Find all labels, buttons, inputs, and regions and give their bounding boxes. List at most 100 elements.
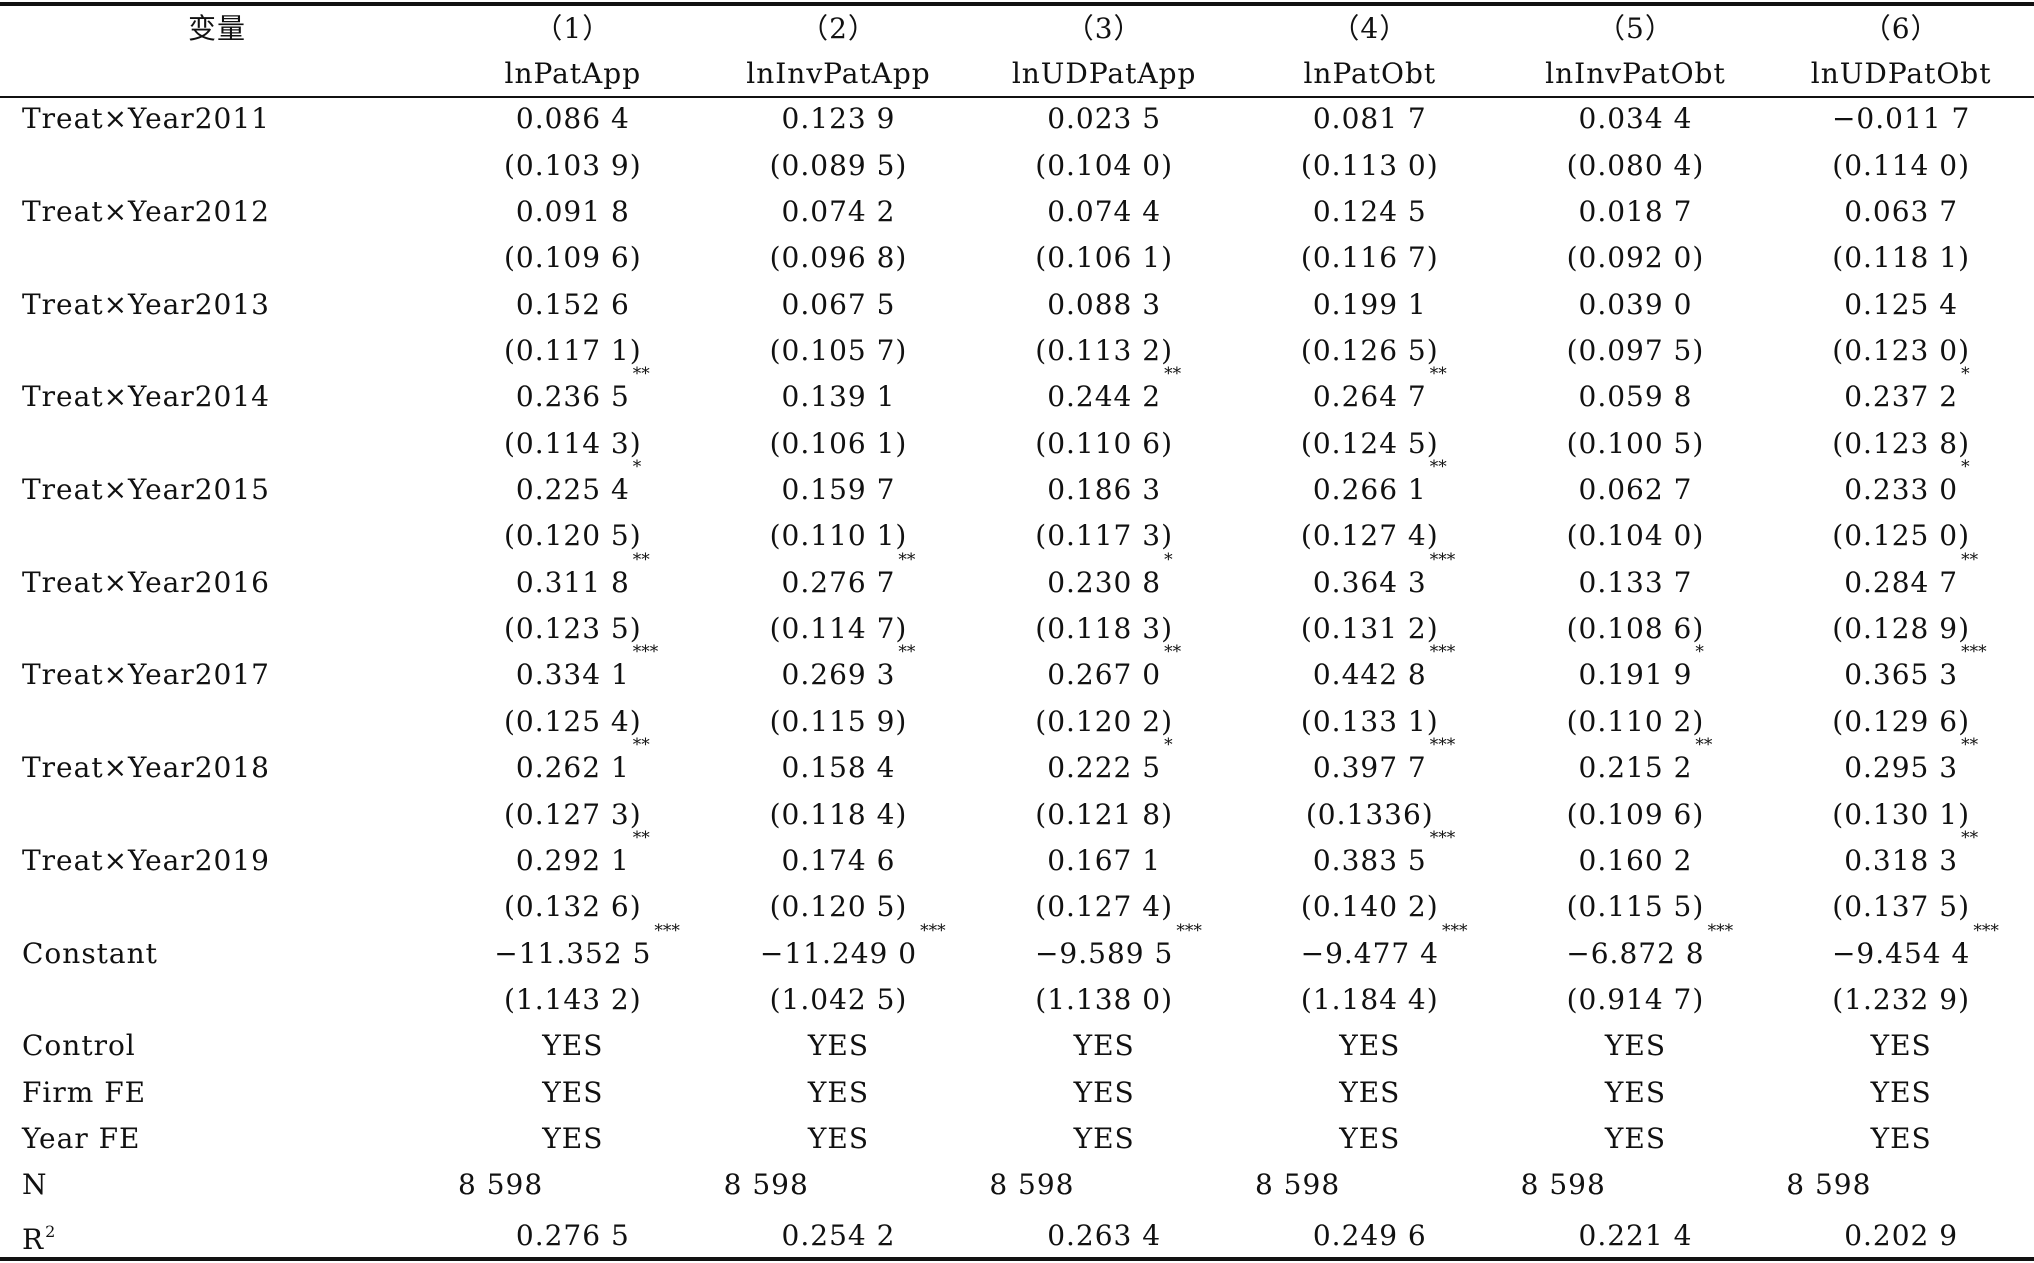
coefficient-value: 0.199 1 [1312, 287, 1427, 321]
significance-stars: * [1695, 642, 1704, 663]
observations-row: N 8 598 8 598 8 598 8 598 8 598 8 598 [0, 1162, 2034, 1208]
column-name: lnPatApp [504, 57, 642, 90]
control-value: YES [1339, 1122, 1401, 1156]
control-value: YES [1870, 1029, 1932, 1063]
coefficient-value: 0.215 2 ** [1578, 735, 1713, 785]
coefficient-row: Treat×Year2018 0.262 1 ** 0.158 4 0.222 5 * 0.… [0, 735, 2034, 791]
standard-error-cell: (1.042 5) [769, 983, 908, 1016]
control-value: YES [1073, 1075, 1135, 1109]
coefficient-cell: 0.125 4 [1768, 281, 2034, 327]
coefficient-cell: 0.039 0 [1503, 281, 1769, 327]
empty-label-cell [0, 421, 440, 467]
column-number: （4） [1331, 12, 1409, 45]
significance-stars: ** [632, 735, 650, 756]
coefficient-value: 0.167 1 [1047, 843, 1162, 877]
significance-stars: * [1164, 549, 1173, 570]
empty-header-cell [0, 51, 440, 96]
coefficient-cell: 0.215 2 ** [1503, 735, 1769, 791]
coefficient-value: 0.059 8 [1578, 380, 1693, 414]
column-number: （2） [800, 12, 877, 45]
table-top-rule [0, 2, 2034, 6]
coefficient-value: 0.236 5 ** [515, 364, 650, 414]
coefficient-value: 0.233 0 * [1844, 457, 1970, 507]
coefficient-value: 0.222 5 * [1047, 735, 1173, 785]
observations-value: 8 598 [723, 1168, 809, 1202]
control-value: YES [1339, 1029, 1401, 1063]
standard-error-cell: (0.105 7) [769, 333, 908, 367]
standard-error-cell: (0.118 3) [1035, 612, 1173, 646]
empty-label-cell [0, 791, 440, 837]
standard-error-cell: (0.110 2) [1566, 704, 1705, 738]
standard-error-cell: (0.114 3) [503, 426, 642, 460]
coefficient-cell: 0.237 2 * [1768, 364, 2034, 420]
coefficient-cell: 0.442 8 *** [1237, 644, 1503, 698]
coefficient-value: 0.365 3 *** [1844, 642, 1987, 692]
coefficient-value: 0.191 9 * [1578, 642, 1704, 692]
significance-stars: * [632, 457, 642, 478]
control-value: YES [1604, 1075, 1666, 1109]
standard-error-row: (0.123 5) (0.114 7) (0.118 3) (0.131 2) (0.1… [0, 606, 2034, 652]
standard-error-cell: (0.125 4) [503, 704, 642, 738]
standard-error-cell: (0.121 8) [1035, 797, 1173, 831]
r-squared-value: 0.263 4 [1047, 1218, 1162, 1252]
coefficient-row: Treat×Year2017 0.334 1 *** 0.269 3 ** 0.267 0… [0, 642, 2034, 698]
coefficient-value: 0.074 2 [781, 194, 896, 228]
standard-error-cell: (0.126 5) [1300, 333, 1439, 367]
coefficient-cell: 0.365 3 *** [1768, 642, 2034, 698]
standard-error-cell: (0.140 2) [1300, 890, 1439, 924]
significance-stars: ** [632, 364, 650, 385]
coefficient-cell: 0.397 7 *** [1237, 737, 1503, 791]
r-squared-value: 0.254 2 [781, 1218, 896, 1252]
coefficient-value: 0.292 1 ** [515, 827, 650, 877]
coefficient-cell: 0.139 1 [706, 374, 972, 420]
significance-stars: *** [654, 920, 680, 941]
standard-error-cell: (0.109 6) [503, 241, 642, 275]
coefficient-value: 0.174 6 [781, 843, 896, 877]
row-label: Constant [22, 936, 158, 970]
significance-stars: *** [1429, 735, 1456, 756]
standard-error-cell: (0.127 4) [1300, 519, 1439, 553]
column-number: （5） [1597, 12, 1674, 45]
coefficient-cell: 0.230 8 * [971, 551, 1237, 606]
control-value: YES [807, 1029, 870, 1063]
regression-table: 变量 （1） （2） （3） （4） （5） （6） lnPatApp lnIn… [0, 6, 2034, 1263]
coefficient-value: −0.011 7 [1831, 102, 1971, 136]
coefficient-cell: 0.034 4 [1503, 96, 1769, 142]
standard-error-cell: (0.117 1) [503, 333, 642, 367]
superscript: 2 [45, 1221, 57, 1241]
standard-error-cell: (0.106 1) [769, 426, 908, 460]
coefficient-cell: 0.233 0 * [1768, 457, 2034, 513]
significance-stars: *** [1973, 920, 1999, 941]
row-label: Control [22, 1029, 136, 1063]
empty-label-cell [0, 328, 440, 374]
coefficient-cell: 0.123 9 [706, 96, 972, 142]
coefficient-value: 0.276 7 ** [781, 549, 916, 599]
significance-stars: ** [1961, 549, 1979, 570]
coefficient-value: 0.225 4 * [515, 457, 642, 507]
control-value: YES [1870, 1122, 1932, 1156]
row-label: Treat×Year2011 [22, 102, 270, 136]
coefficient-cell: 0.244 2 ** [971, 366, 1237, 420]
coefficient-value: 0.039 0 [1578, 287, 1693, 321]
significance-stars: *** [1429, 827, 1456, 848]
significance-stars: ** [632, 827, 650, 848]
row-label: N [22, 1168, 48, 1202]
standard-error-cell: (0.132 6) [503, 890, 642, 924]
coefficient-cell: −9.477 4 *** [1237, 922, 1503, 976]
standard-error-row: (0.117 1) (0.105 7) (0.113 2) (0.126 5) (0.0… [0, 328, 2034, 374]
standard-error-cell: (0.109 6) [1566, 797, 1705, 831]
coefficient-value: 0.237 2 * [1844, 364, 1970, 414]
coefficient-value: 0.311 8 ** [515, 549, 650, 599]
control-value: YES [1073, 1029, 1135, 1063]
column-name: lnUDPatApp [1011, 57, 1197, 90]
significance-stars: *** [1707, 920, 1734, 941]
control-row: Control YES YES YES YES YES YES [0, 1023, 2034, 1069]
standard-error-cell: (0.125 0) [1832, 519, 1970, 553]
standard-error-cell: (0.115 5) [1566, 890, 1705, 924]
row-label: Firm FE [22, 1075, 147, 1109]
significance-stars: *** [920, 920, 946, 941]
standard-error-row: (0.120 5) (0.110 1) (0.117 3) (0.127 4) (0.1… [0, 513, 2034, 559]
coefficient-value: 0.067 5 [781, 287, 896, 321]
significance-stars: ** [632, 549, 650, 570]
standard-error-cell: (0.092 0) [1566, 241, 1705, 275]
